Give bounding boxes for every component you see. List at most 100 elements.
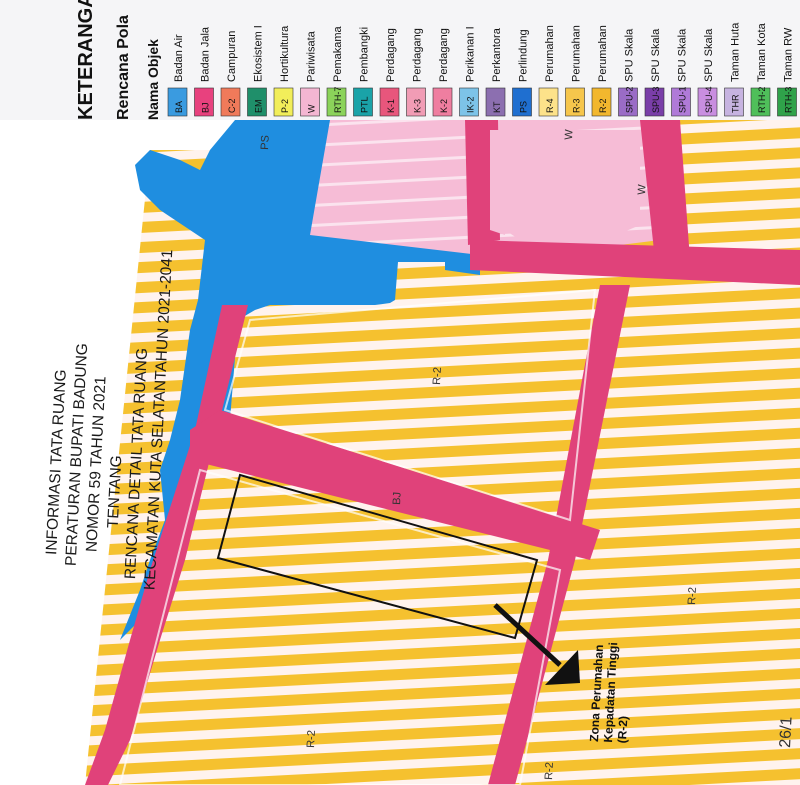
legend-code: SPU-2 [625, 86, 635, 113]
legend-label: Pariwisata [306, 30, 318, 82]
label-w-2: W [636, 184, 649, 196]
legend-item: K-1 Perdagang [379, 28, 400, 117]
legend-code: KT [492, 101, 502, 113]
legend-code: EM [254, 100, 264, 114]
legend-panel: KETERANGA Rencana Pola Nama Objek BA Bada… [0, 0, 800, 120]
legend-items: BA Badan Air BJ Badan Jala C-2 Campuran EM Ekos… [167, 22, 797, 117]
label-r2-bottom-left: R-2 [305, 730, 318, 748]
legend-item: K-3 Perdagang [406, 28, 426, 117]
legend-code: K-2 [439, 99, 449, 113]
legend-label: SPU Skala [650, 28, 662, 82]
legend-swatch [459, 87, 479, 117]
legend-swatch [300, 87, 320, 117]
legend-item: SPU-2 SPU Skala [618, 28, 638, 117]
legend-label: Perlindung [518, 29, 530, 82]
legend-column-header: Nama Objek [145, 39, 161, 120]
legend-swatch [220, 87, 241, 117]
legend-label: Perumahan [597, 25, 609, 82]
legend-label: Taman Huta [730, 22, 742, 82]
legend-item: SPU-1 SPU Skala [671, 28, 691, 117]
legend-code: R-3 [572, 98, 582, 113]
legend-code: P-2 [280, 99, 290, 113]
legend-item: RTH-3 Taman RW [777, 27, 797, 117]
road-northeast [640, 120, 690, 260]
legend-label: Perdagang [385, 28, 397, 82]
legend-code: BA [174, 101, 184, 113]
legend-code: C-2 [227, 98, 237, 113]
legend-swatch [565, 87, 585, 117]
legend-item: RTH-7 Pemakama [326, 25, 347, 117]
label-bj: BJ [391, 492, 404, 505]
legend-swatch [353, 87, 373, 117]
legend-item: R-4 Perumahan [538, 25, 559, 117]
legend-item: R-3 Perumahan [565, 25, 585, 117]
legend-item: SPU-3 SPU Skala [644, 28, 665, 117]
legend-code: SPU-4 [704, 86, 714, 113]
legend-item: PS Perlindung [512, 29, 532, 117]
legend-subheading: Rencana Pola [115, 15, 132, 120]
legend-item: W Pariwisata [300, 30, 320, 117]
legend-code: IK-2 [466, 96, 476, 113]
legend-label: Perdagang [412, 28, 424, 82]
legend-item: BA Badan Air [167, 34, 188, 117]
legend-swatch [273, 87, 294, 117]
legend-swatch [432, 87, 453, 117]
legend-item: R-2 Perumahan [591, 25, 612, 117]
legend-swatch [512, 87, 532, 117]
legend-label: Hortikultura [279, 25, 291, 82]
legend-code: RTH-3 [784, 87, 794, 113]
legend-swatch [194, 87, 214, 117]
legend-code: PTL [360, 96, 370, 113]
legend-label: Taman Kota [756, 22, 768, 82]
annotation-zona: Zona Perumahan Kepadatan Tinggi (R-2) [587, 642, 630, 744]
legend-item: C-2 Campuran [220, 31, 241, 117]
legend-label: Campuran [226, 31, 238, 82]
legend-swatch [406, 87, 426, 117]
legend-swatch [618, 87, 638, 117]
legend-label: Pembangki [359, 27, 371, 82]
legend-swatch [671, 87, 691, 117]
legend-item: IK-2 Perikanan I [459, 26, 479, 117]
legend-swatch [247, 87, 267, 117]
legend-swatch [379, 87, 400, 117]
legend-swatch [697, 87, 718, 117]
road-bj-diagonal [190, 410, 600, 560]
legend-label: Perikanan I [465, 26, 477, 82]
legend-label: SPU Skala [677, 28, 689, 82]
handwritten-text: 26/1 [777, 716, 796, 748]
legend-label: Pemakama [332, 25, 344, 82]
legend-code: RTH-7 [333, 87, 343, 113]
legend-item: KT Perkantora [485, 27, 506, 117]
zone-labels: PS W W R-2 BJ R-2 R-2 R-2 [259, 129, 699, 781]
legend-code: R-2 [598, 98, 608, 113]
legend-swatch [724, 87, 744, 117]
zone-w-strip [490, 130, 505, 235]
legend-label: Perumahan [571, 25, 583, 82]
legend-swatch [538, 87, 559, 117]
legend-item: P-2 Hortikultura [273, 25, 294, 117]
label-ps: PS [259, 135, 272, 150]
label-w-1: W [563, 129, 576, 141]
label-r2-mid: R-2 [686, 587, 699, 605]
label-r2-top: R-2 [431, 367, 444, 385]
legend-label: Badan Air [173, 34, 185, 82]
legend-item: EM Ekosistem I [247, 25, 267, 117]
zone-w-block [505, 130, 640, 242]
lot-boundaries [118, 288, 597, 785]
legend-swatch [167, 87, 188, 117]
legend-code: PS [519, 101, 529, 113]
legend-label: SPU Skala [703, 28, 715, 82]
legend-heading: KETERANGA [75, 0, 97, 120]
road-east-west [470, 240, 800, 285]
legend-code: R-4 [545, 98, 555, 113]
road-network [85, 120, 800, 785]
legend-label: Perdagang [438, 28, 450, 82]
legend-label: Perkantora [491, 27, 503, 82]
annotation-line-2: Kepadatan Tinggi [601, 642, 620, 743]
road-central [488, 285, 630, 785]
handwritten-note: 26/1 [777, 716, 796, 748]
pointer-arrow [493, 603, 580, 685]
legend-item: K-2 Perdagang [432, 28, 453, 117]
